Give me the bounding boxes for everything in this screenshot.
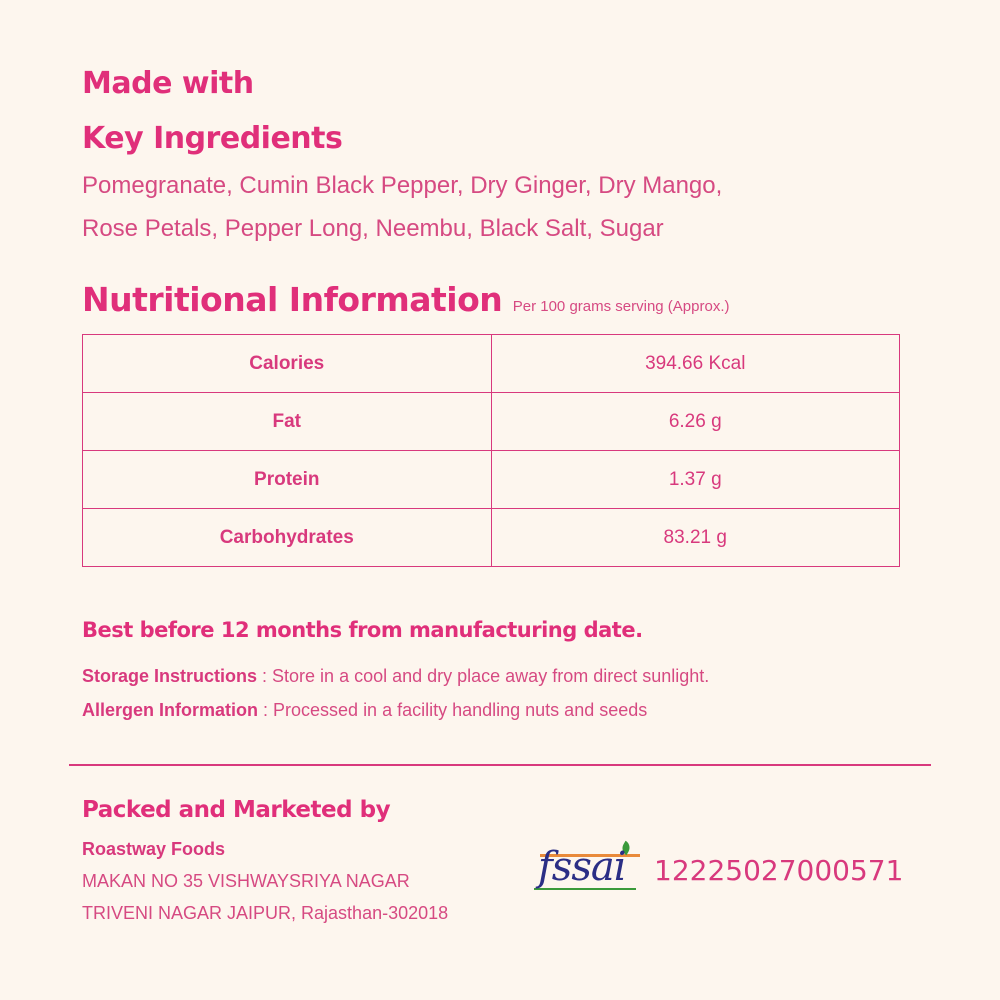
nutrient-value: 394.66 Kcal xyxy=(490,334,900,393)
nutrient-label: Fat xyxy=(82,392,492,451)
nutrition-title: Nutritional Information xyxy=(82,280,503,319)
storage-text: : Store in a cool and dry place away fro… xyxy=(257,666,710,686)
fssai-logo-text: fssai xyxy=(538,844,626,890)
ingredients-heading-line1: Made with xyxy=(82,66,254,101)
packer-name: Roastway Foods xyxy=(82,839,226,859)
nutrient-label: Protein xyxy=(82,450,492,509)
ingredients-heading-line2: Key Ingredients xyxy=(82,121,343,156)
allergen-information: Allergen Information : Processed in a fa… xyxy=(82,700,647,721)
ingredients-line2: Rose Petals, Pepper Long, Neembu, Black … xyxy=(82,215,664,242)
nutrient-value: 83.21 g xyxy=(490,508,900,567)
allergen-label: Allergen Information xyxy=(82,700,259,720)
fssai-logo: fssai xyxy=(532,840,642,894)
nutrition-subtitle: Per 100 grams serving (Approx.) xyxy=(512,298,730,315)
nutrient-label: Carbohydrates xyxy=(82,508,492,567)
storage-label: Storage Instructions xyxy=(82,666,258,686)
nutrient-value: 6.26 g xyxy=(490,392,900,451)
nutrition-header: Nutritional Information Per 100 grams se… xyxy=(82,280,730,319)
table-row: Fat 6.26 g xyxy=(82,392,900,451)
table-row: Calories 394.66 Kcal xyxy=(82,334,900,393)
shelf-life: Best before 12 months from manufacturing… xyxy=(82,618,643,642)
table-row: Carbohydrates 83.21 g xyxy=(82,508,900,567)
nutrient-value: 1.37 g xyxy=(490,450,900,509)
allergen-text: : Processed in a facility handling nuts … xyxy=(258,700,648,720)
nutrition-table: Calories 394.66 Kcal Fat 6.26 g Protein 1.3… xyxy=(82,334,900,567)
divider xyxy=(69,764,931,766)
table-row: Protein 1.37 g xyxy=(82,450,900,509)
ingredients-line1: Pomegranate, Cumin Black Pepper, Dry Gin… xyxy=(82,172,723,199)
nutrient-label: Calories xyxy=(82,334,492,393)
storage-instructions: Storage Instructions : Store in a cool a… xyxy=(82,666,709,687)
packer-heading: Packed and Marketed by xyxy=(82,797,391,823)
fssai-license-number: 12225027000571 xyxy=(654,854,904,887)
packer-address-line2: TRIVENI NAGAR JAIPUR, Rajasthan-302018 xyxy=(82,903,449,923)
packer-address-line1: MAKAN NO 35 VISHWAYSRIYA NAGAR xyxy=(82,871,410,891)
